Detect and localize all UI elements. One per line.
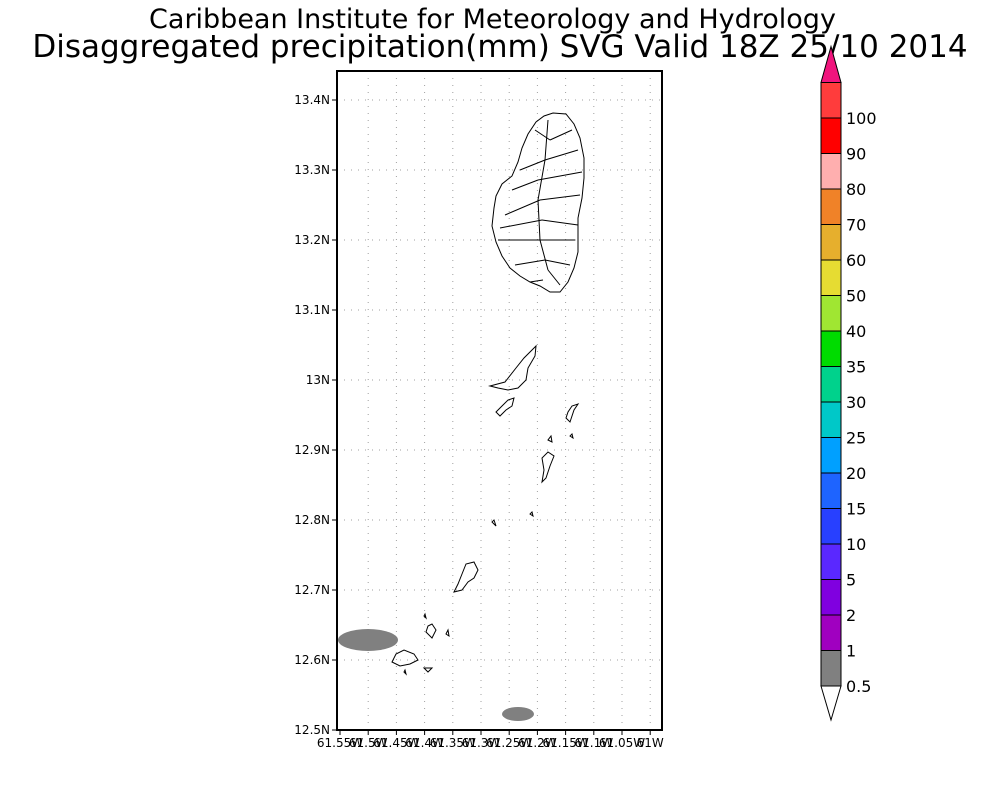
colorbar-segment <box>820 650 842 687</box>
colorbar-label: 70 <box>846 216 866 235</box>
lat-tick-label: 12.9N <box>294 443 330 457</box>
map-frame <box>336 70 663 731</box>
colorbar-label: 0.5 <box>846 677 871 696</box>
colorbar-segment <box>820 117 842 154</box>
lat-tick-label: 12.5N <box>294 723 330 737</box>
colorbar-label: 1 <box>846 642 856 661</box>
lon-tick-label: 61.35W <box>430 736 476 750</box>
lat-tick-label: 13.3N <box>294 163 330 177</box>
lat-tick-label: 12.7N <box>294 583 330 597</box>
lat-axis: 12.5N 12.6N 12.7N 12.8N 12.9N 13N 13.1N 13.2N 13… <box>294 93 337 737</box>
island-st-vincent <box>491 112 585 293</box>
colorbar-segment <box>820 153 842 190</box>
colorbar-segment <box>820 366 842 403</box>
lon-tick-label: 61.55W <box>317 736 363 750</box>
lat-tick-label: 12.8N <box>294 513 330 527</box>
colorbar-label: 15 <box>846 500 866 519</box>
colorbar-label: 5 <box>846 571 856 590</box>
colorbar-label: 80 <box>846 180 866 199</box>
colorbar-segment <box>820 330 842 367</box>
colorbar-segment <box>820 614 842 651</box>
colorbar-segment <box>820 508 842 545</box>
colorbar-segment <box>820 224 842 261</box>
subtitle: Disaggregated precipitation(mm) SVG Vali… <box>32 29 968 65</box>
colorbar-label: 60 <box>846 251 866 270</box>
title: Caribbean Institute for Meteorology and … <box>149 4 836 35</box>
grid-lines <box>337 71 662 730</box>
lon-tick-label: 61.2W <box>518 736 557 750</box>
colorbar-top-arrow <box>820 44 842 83</box>
colorbar-label: 50 <box>846 287 866 306</box>
colorbar-label: 20 <box>846 464 866 483</box>
colorbar-label: 40 <box>846 322 866 341</box>
colorbar-segment <box>820 472 842 509</box>
lon-tick-label: 61.15W <box>542 736 588 750</box>
colorbar-segment <box>820 82 842 119</box>
precip-area-south <box>502 707 534 721</box>
colorbar-label: 25 <box>846 429 866 448</box>
lon-tick-label: 61.3W <box>462 736 501 750</box>
lat-tick-label: 13.1N <box>294 303 330 317</box>
colorbar-segment <box>820 259 842 296</box>
colorbar-segment <box>820 295 842 332</box>
lon-tick-label: 61.25W <box>486 736 532 750</box>
lon-tick-label: 61.4W <box>405 736 444 750</box>
colorbar-segment <box>820 401 842 438</box>
colorbar-segment <box>820 437 842 474</box>
lat-tick-label: 13.2N <box>294 233 330 247</box>
colorbar-segment <box>820 543 842 580</box>
lon-tick-label: 61.1W <box>575 736 614 750</box>
colorbar-label: 35 <box>846 358 866 377</box>
lon-tick-label: 61.5W <box>349 736 388 750</box>
lat-tick-label: 12.6N <box>294 653 330 667</box>
colorbar-label: 90 <box>846 145 866 164</box>
colorbar-label: 10 <box>846 535 866 554</box>
lon-tick-label: 61.45W <box>373 736 419 750</box>
colorbar-label: 100 <box>846 109 877 128</box>
colorbar-segment <box>820 188 842 225</box>
lon-tick-label: 61.05W <box>599 736 645 750</box>
lat-tick-label: 13.4N <box>294 93 330 107</box>
lon-tick-label: 61W <box>637 736 664 750</box>
islands-grenadines <box>391 344 580 676</box>
colorbar-label: 2 <box>846 606 856 625</box>
colorbar-bottom-arrow <box>820 685 842 722</box>
colorbar-label: 30 <box>846 393 866 412</box>
lon-axis: 61.55W61.5W61.45W61.4W61.35W61.3W61.25W6… <box>317 730 664 750</box>
lat-tick-label: 13N <box>306 373 330 387</box>
colorbar-segment <box>820 579 842 616</box>
precip-area-west <box>338 629 398 651</box>
